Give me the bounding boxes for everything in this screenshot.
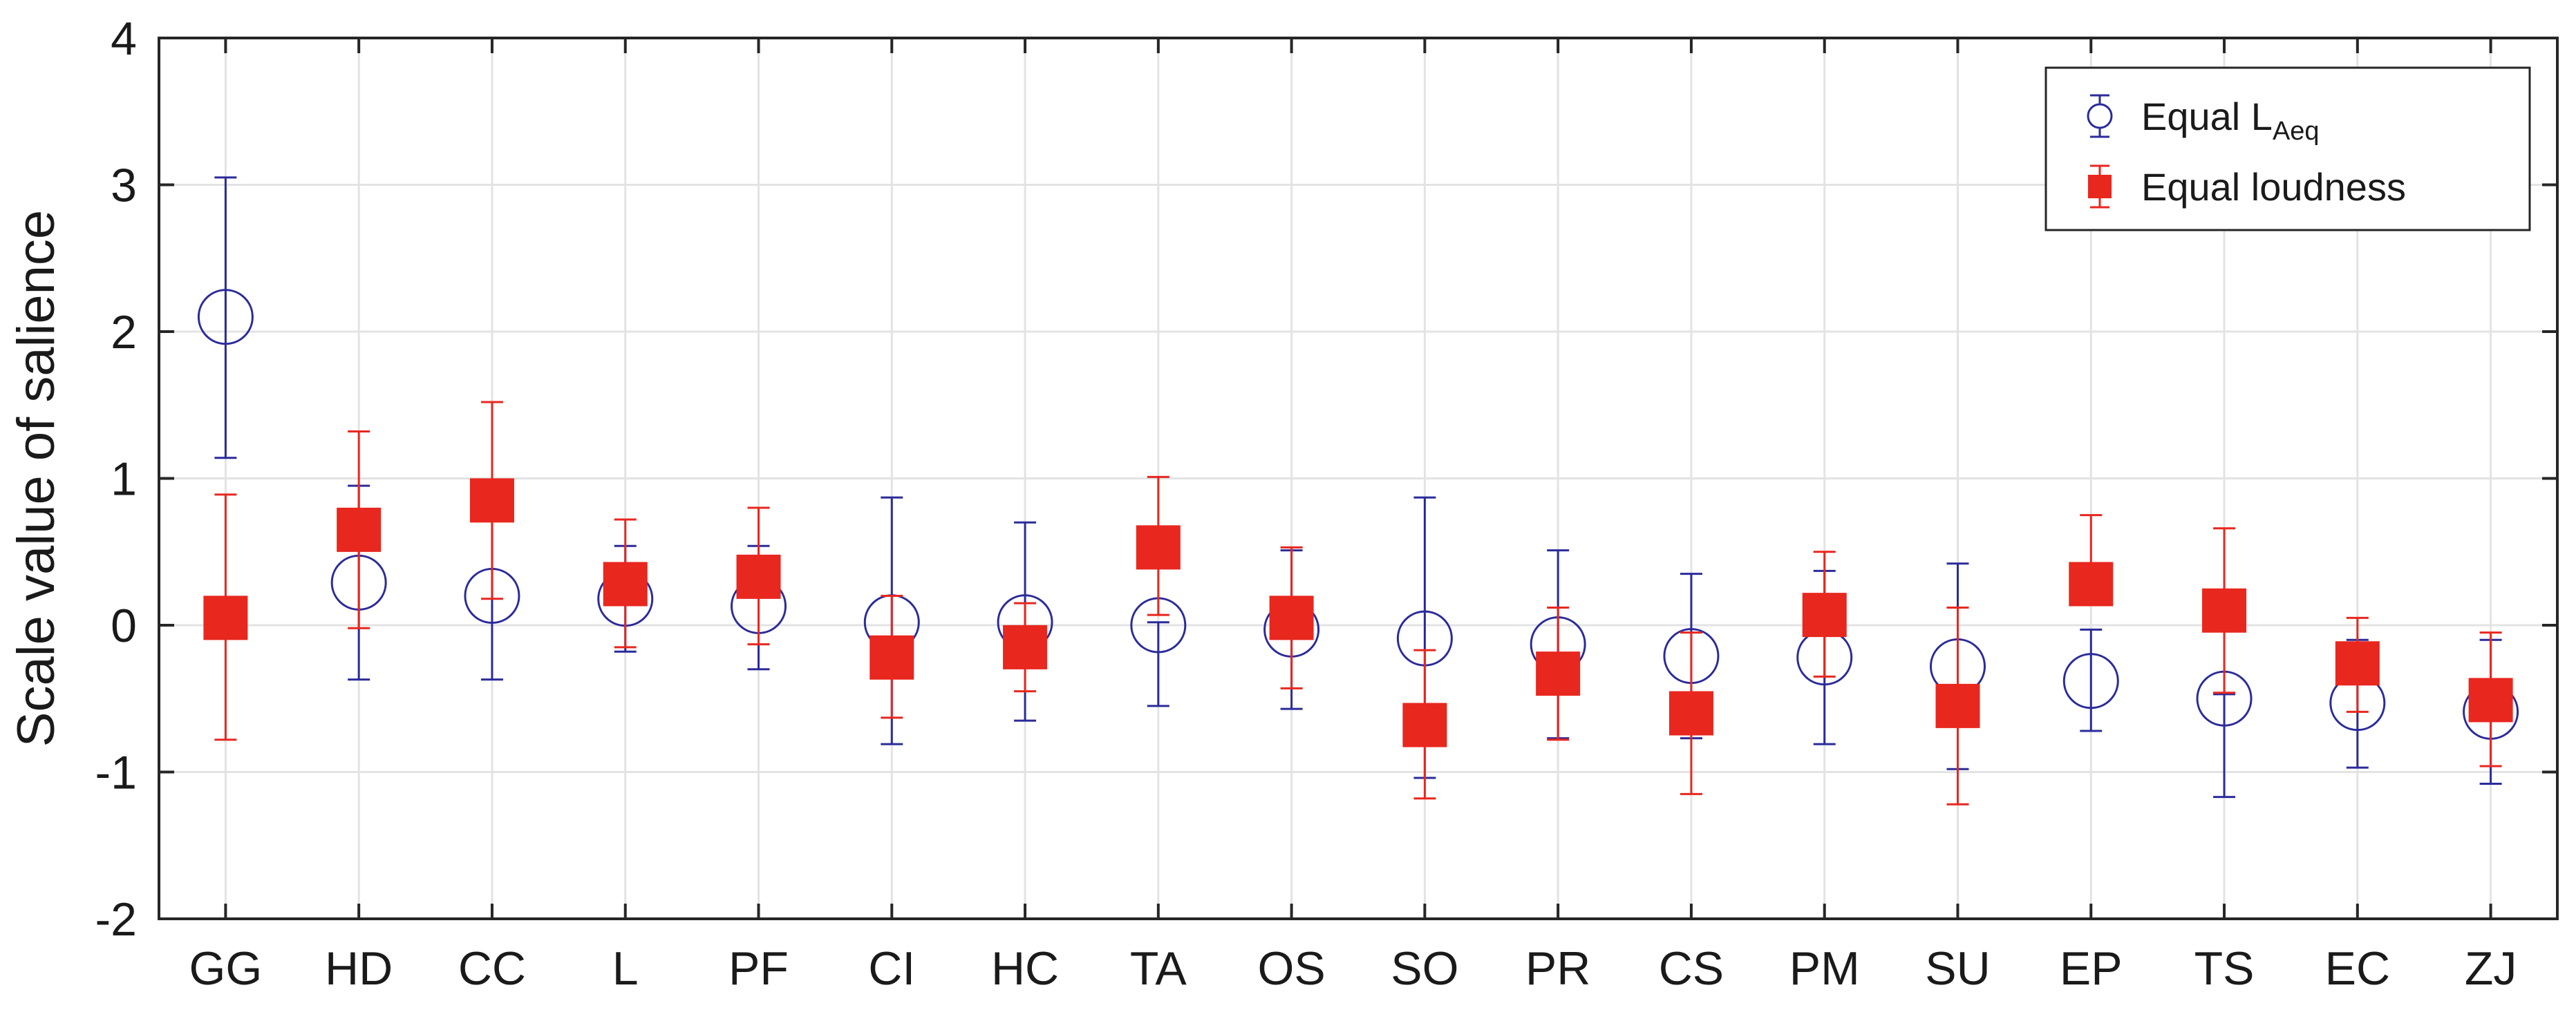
legend-open-circle-marker <box>2087 103 2113 129</box>
marker-filled-square <box>1402 703 1447 747</box>
marker-filled-square <box>2335 641 2380 686</box>
x-tick-label: TS <box>2194 942 2255 995</box>
x-tick-label: CS <box>1659 942 1724 995</box>
data-point-hc <box>1003 602 1048 693</box>
marker-filled-square <box>203 596 248 640</box>
marker-filled-square <box>1668 691 1713 736</box>
marker-filled-square <box>1136 525 1181 570</box>
marker-filled-square <box>337 507 382 552</box>
data-point-ep <box>2062 628 2119 732</box>
legend-label-equal-laeq: Equal LAeq <box>2141 95 2320 146</box>
marker-filled-square <box>2069 562 2114 607</box>
y-tick-label: -1 <box>95 747 137 799</box>
x-tick-label: ZJ <box>2465 942 2517 995</box>
data-point-cc <box>469 401 514 600</box>
x-tick-label: GG <box>189 942 262 995</box>
data-point-pf <box>736 506 781 646</box>
x-tick-label: OS <box>1257 942 1325 995</box>
data-series <box>197 176 2519 806</box>
data-point-os <box>1269 546 1314 689</box>
legend: Equal LAeq Equal loudness <box>2044 66 2531 231</box>
marker-filled-square <box>1269 596 1314 640</box>
x-tick-label: SU <box>1925 942 1990 995</box>
data-point-pm <box>1802 551 1847 678</box>
y-tick-label: 0 <box>111 600 137 652</box>
marker-filled-square <box>736 554 781 599</box>
marker-filled-square <box>1935 683 1980 728</box>
y-tick-label: 2 <box>111 306 137 359</box>
marker-filled-square <box>1802 593 1847 638</box>
x-tick-label: CI <box>868 942 915 995</box>
data-point-cs <box>1668 631 1713 795</box>
x-tick-label: CC <box>458 942 526 995</box>
marker-filled-square <box>2468 678 2513 723</box>
marker-filled-square <box>603 562 648 607</box>
data-point-ci <box>869 595 914 719</box>
legend-filled-square-marker <box>2088 175 2112 198</box>
x-tick-label: PF <box>728 942 789 995</box>
data-point-l <box>603 518 648 649</box>
y-tick-labels: -2 -1 0 1 2 3 4 <box>95 12 137 946</box>
legend-laeq-main: Equal L <box>2141 95 2273 138</box>
legend-label-equal-loudness: Equal loudness <box>2141 165 2406 209</box>
series-equal-loudness <box>203 401 2513 806</box>
x-tick-label: L <box>612 942 639 995</box>
data-point-hd <box>337 430 382 629</box>
x-tick-label: SO <box>1391 942 1458 995</box>
x-tick-label: EC <box>2325 942 2390 995</box>
data-point-ta <box>1136 475 1181 616</box>
y-tick-label: 3 <box>111 160 137 212</box>
marker-filled-square <box>869 635 914 680</box>
y-axis-label: Scale value of salience <box>7 210 66 747</box>
x-tick-label: HD <box>325 942 393 995</box>
data-point-pr <box>1536 607 1581 741</box>
data-point-so <box>1402 649 1447 800</box>
y-tick-label: 4 <box>111 12 137 65</box>
legend-box <box>2044 66 2531 231</box>
x-tick-label: HC <box>991 942 1059 995</box>
marker-open-circle <box>197 289 254 345</box>
data-point-gg <box>203 493 248 741</box>
data-point-ep <box>2069 514 2114 607</box>
data-point-gg <box>197 176 254 459</box>
marker-filled-square <box>1003 625 1048 669</box>
y-tick-label: -2 <box>95 893 137 946</box>
marker-filled-square <box>469 478 514 523</box>
marker-filled-square <box>2202 588 2247 633</box>
x-tick-label: PM <box>1789 942 1860 995</box>
data-point-su <box>1935 607 1980 806</box>
y-tick-label: 1 <box>111 453 137 506</box>
data-point-ts <box>2202 527 2247 694</box>
data-point-zj <box>2468 631 2513 768</box>
marker-filled-square <box>1536 651 1581 696</box>
marker-open-circle <box>2062 653 2119 710</box>
x-tick-label: EP <box>2060 942 2123 995</box>
data-point-ec <box>2335 616 2380 713</box>
x-tick-label: PR <box>1525 942 1590 995</box>
x-tick-labels: GG HD CC L PF CI HC TA OS SO PR CS PM SU EP TS EC ZJ <box>189 942 2517 995</box>
legend-laeq-subscript: Aeq <box>2273 117 2320 146</box>
legend-entry-equal-laeq: Equal LAeq <box>2087 94 2320 146</box>
legend-entry-equal-loudness: Equal loudness <box>2088 164 2406 209</box>
x-tick-label: TA <box>1130 942 1187 995</box>
axis-ticks <box>159 37 2557 920</box>
